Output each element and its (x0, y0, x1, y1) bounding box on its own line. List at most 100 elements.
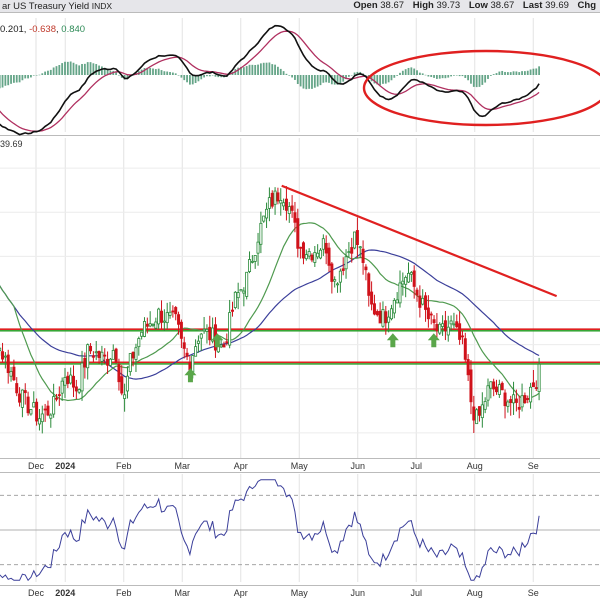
candle-body (0, 347, 2, 352)
candle-body (29, 409, 33, 415)
candle-body (495, 386, 499, 393)
candle-body (341, 268, 345, 271)
candle-body (520, 395, 524, 408)
candle-body (338, 270, 342, 283)
candle-body (239, 289, 243, 292)
macd-histogram-bar (41, 73, 44, 75)
candle-body (165, 312, 169, 324)
macd-histogram-bar (461, 75, 464, 77)
macd-histogram-bar (296, 75, 299, 85)
macd-histogram-bar (444, 75, 447, 79)
macd-histogram-bar (424, 74, 427, 76)
macd-histogram-bar (4, 75, 7, 86)
candle-body (460, 335, 464, 338)
candle-body (276, 192, 280, 202)
candle-body (426, 307, 430, 320)
candle-body (60, 380, 64, 394)
macd-histogram-bar (532, 68, 535, 75)
low-label: Low (468, 0, 488, 11)
month-label-top: Jul (410, 461, 422, 471)
macd-histogram-bar (92, 63, 95, 75)
macd-histogram-bar (489, 75, 492, 76)
candle-body (432, 319, 436, 324)
candle-body (290, 205, 294, 211)
macd-histogram (0, 61, 540, 90)
macd-histogram-bar (118, 75, 120, 76)
rsi-guides (0, 494, 600, 566)
candle-body (526, 398, 530, 400)
candle-body (449, 320, 453, 325)
macd-histogram-bar (399, 72, 401, 75)
macd-histogram-bar (180, 75, 183, 78)
macd-histogram-bar (7, 75, 10, 86)
candle-body (97, 350, 101, 358)
macd-histogram-bar (325, 75, 328, 83)
candle-body (74, 386, 78, 392)
candle-body (316, 252, 320, 258)
candle-body (46, 405, 50, 416)
macd-histogram-bar (291, 75, 294, 78)
candle-body (296, 218, 300, 249)
macd-histogram-bar (518, 72, 521, 75)
candle-body (401, 280, 405, 285)
macd-histogram-bar (373, 75, 376, 84)
resistance-trendline (281, 184, 558, 298)
macd-histogram-bar (274, 64, 276, 75)
month-label-bottom: Dec (28, 588, 45, 598)
macd-histogram-bar (396, 75, 399, 76)
candle-body (80, 362, 84, 392)
macd-histogram-bar (316, 75, 319, 87)
macd-histogram-bar (526, 70, 529, 75)
macd-histogram-bar (81, 63, 83, 75)
candle-body (256, 241, 260, 254)
macd-histogram-bar (515, 71, 518, 75)
month-label-bottom: Se (528, 588, 539, 598)
candle-body (137, 338, 141, 348)
candle-body (171, 310, 175, 313)
candle-body (412, 270, 416, 287)
candle-body (534, 387, 538, 389)
candle-body (37, 418, 41, 425)
macd-histogram-bar (157, 68, 160, 75)
candle-body (205, 328, 209, 332)
candle-body (483, 401, 487, 410)
macd-histogram-bar (330, 75, 333, 85)
candle-body (120, 376, 124, 394)
candle-body (43, 408, 47, 411)
month-label-top: May (291, 461, 309, 471)
month-label-bottom: Jul (410, 588, 422, 598)
candle-body (523, 395, 527, 404)
candle-body (86, 344, 90, 369)
macd-histogram-bar (404, 69, 407, 75)
macd-histogram-bar (10, 75, 12, 84)
high-label: High (412, 0, 434, 11)
candle-body (327, 247, 331, 266)
candle-body (424, 295, 428, 310)
candle-body (72, 375, 76, 388)
candle-body (23, 390, 27, 394)
candle-body (355, 230, 359, 245)
candle-body (245, 271, 249, 297)
macd-histogram-bar (478, 75, 481, 87)
macd-histogram-bar (336, 75, 339, 85)
candle-body (469, 369, 473, 403)
month-label-bottom: Apr (234, 588, 248, 598)
candle-body (324, 242, 328, 254)
macd-histogram-bar (450, 75, 452, 77)
candle-body (94, 351, 98, 354)
candle-body (83, 357, 87, 368)
candle-body (310, 254, 314, 261)
candle-body (91, 355, 95, 358)
candle-body (455, 321, 459, 328)
candle-body (253, 255, 257, 262)
macd-histogram-bar (18, 75, 21, 83)
candle-body (333, 279, 337, 282)
macd-histogram-bar (78, 65, 81, 75)
candle-body (54, 397, 58, 400)
macd-histogram-bar (166, 71, 169, 75)
candle-body (202, 328, 206, 332)
candle-body (40, 413, 44, 423)
macd-histogram-bar (217, 75, 220, 78)
macd-histogram-bar (191, 75, 194, 85)
macd-signal-value: -0.638 (29, 24, 56, 35)
